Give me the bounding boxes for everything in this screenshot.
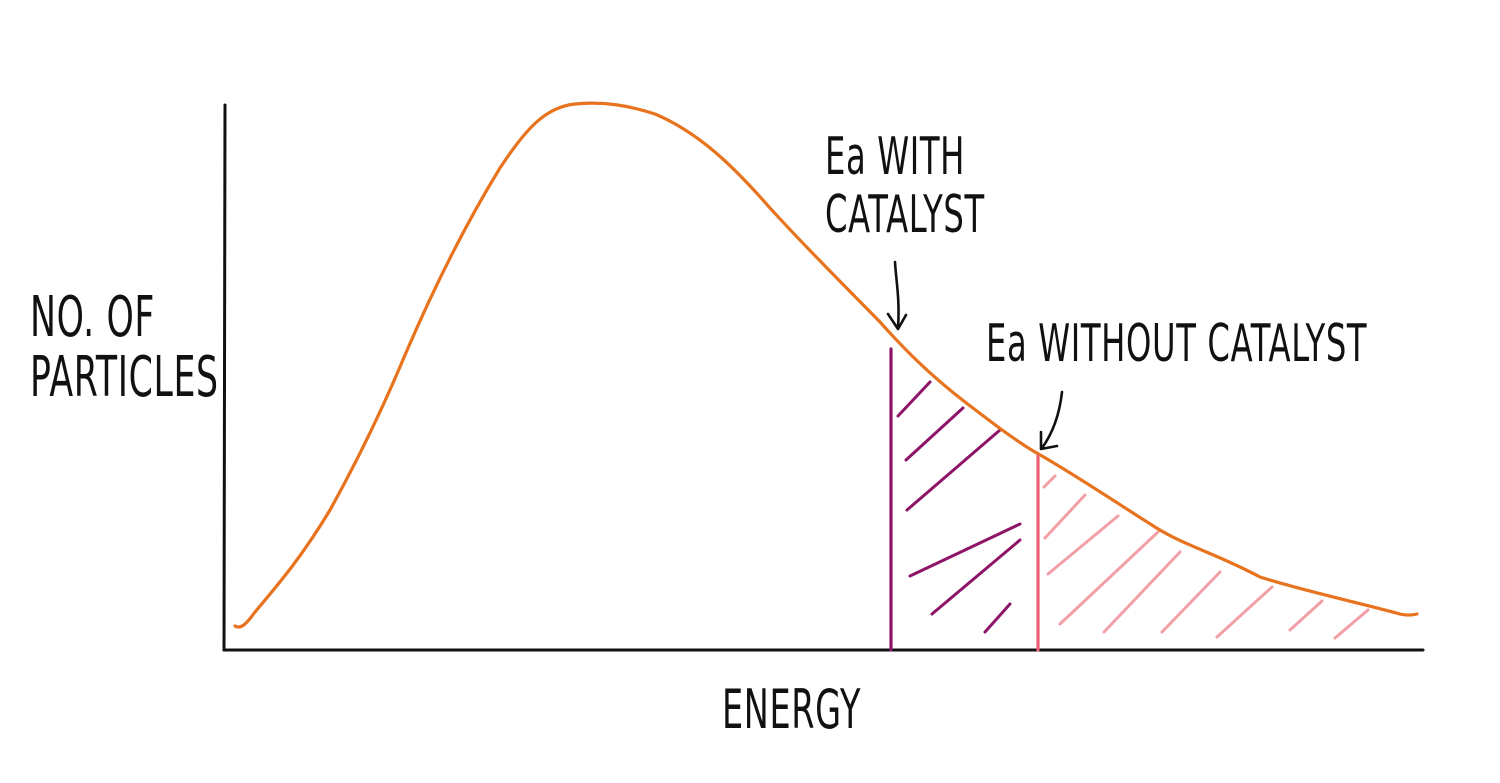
arrow-without-catalyst <box>1039 390 1064 451</box>
hatch-line-without-catalyst <box>1042 474 1057 489</box>
y-axis-label-line1: NO. OF <box>30 285 155 350</box>
hatch-line-with-catalyst <box>983 602 1012 634</box>
hatch-with-catalyst-region <box>896 380 1022 634</box>
arrow-with-catalyst <box>886 260 908 331</box>
hatch-line-without-catalyst <box>1333 608 1370 640</box>
hatch-line-without-catalyst <box>1288 599 1324 632</box>
hatch-line-with-catalyst <box>904 406 965 462</box>
hatch-line-without-catalyst <box>1102 550 1182 634</box>
hatch-line-without-catalyst <box>1160 570 1222 634</box>
y-axis-label-line2: PARTICLES <box>30 345 219 410</box>
hatch-line-with-catalyst <box>908 522 1022 578</box>
ea-with-catalyst-line1: Ea WITH <box>825 127 966 187</box>
ea-without-catalyst-label: Ea WITHOUT CATALYST <box>986 314 1368 374</box>
hatch-line-with-catalyst <box>896 380 932 418</box>
energy-distribution-curve <box>233 101 1419 629</box>
hatch-line-without-catalyst <box>1215 585 1274 639</box>
ea-with-catalyst-label: Ea WITH CATALYST <box>825 128 985 244</box>
x-axis-label: ENERGY <box>722 678 862 741</box>
hatch-line-without-catalyst <box>1046 514 1120 576</box>
y-axis-label: NO. OF PARTICLES <box>30 288 219 408</box>
ea-with-catalyst-line2: CATALYST <box>825 185 985 245</box>
hatch-line-without-catalyst <box>1058 530 1160 626</box>
hatch-line-with-catalyst <box>930 538 1022 616</box>
hatch-line-without-catalyst <box>1043 493 1087 540</box>
y-axis <box>222 103 227 652</box>
hatch-line-with-catalyst <box>905 428 1002 512</box>
hatch-without-catalyst-region <box>1042 474 1370 640</box>
